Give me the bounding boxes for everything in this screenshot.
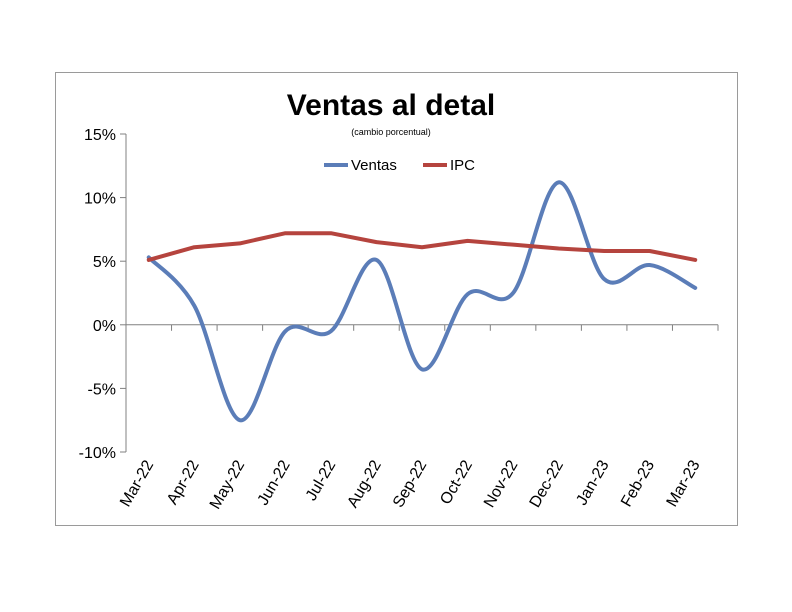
y-tick-label: 5% xyxy=(93,254,116,271)
y-tick-label: 15% xyxy=(84,127,116,144)
chart-title: Ventas al detal xyxy=(287,89,495,122)
legend: Ventas IPC xyxy=(324,157,475,174)
chart-subtitle: (cambio porcentual) xyxy=(351,127,431,137)
legend-label-ventas: Ventas xyxy=(351,157,397,174)
series-lines xyxy=(146,180,698,423)
x-tick-label: Nov-22 xyxy=(481,457,522,510)
chart-frame: Ventas al detal (cambio porcentual) 15% 1… xyxy=(55,72,738,526)
x-tick-label: Dec-22 xyxy=(527,457,568,510)
x-axis-ticks: Mar-22 Apr-22 May-22 Jun-22 Jul-22 Aug-22 Sep-… xyxy=(117,324,719,512)
y-tick-label: 10% xyxy=(84,191,116,208)
x-tick-label: Aug-22 xyxy=(344,457,385,510)
x-tick-label: Jan-23 xyxy=(573,457,612,508)
axes xyxy=(125,134,718,452)
y-tick-label: -10% xyxy=(79,445,116,462)
series-line-ventas xyxy=(146,180,698,423)
x-tick-label: Oct-22 xyxy=(437,457,476,507)
x-tick-label: Mar-23 xyxy=(664,457,704,509)
x-tick-label: Apr-22 xyxy=(164,457,203,507)
chart-svg: Ventas al detal (cambio porcentual) 15%1… xyxy=(79,89,719,512)
x-tick-label: Feb-23 xyxy=(618,457,658,509)
x-tick-label: Jun-22 xyxy=(255,457,294,508)
y-tick-label: -5% xyxy=(88,381,116,398)
series-line-ipc xyxy=(146,231,698,262)
legend-label-ipc: IPC xyxy=(450,157,475,174)
y-axis-ticks: 15% 10% 5% 0% -5% -10% xyxy=(79,127,126,462)
x-tick-label: Jul-22 xyxy=(303,457,340,503)
x-tick-label: May-22 xyxy=(207,457,248,512)
x-tick-label: Sep-22 xyxy=(390,457,431,510)
x-tick-label: Mar-22 xyxy=(117,457,157,509)
y-tick-label: 0% xyxy=(93,318,116,335)
